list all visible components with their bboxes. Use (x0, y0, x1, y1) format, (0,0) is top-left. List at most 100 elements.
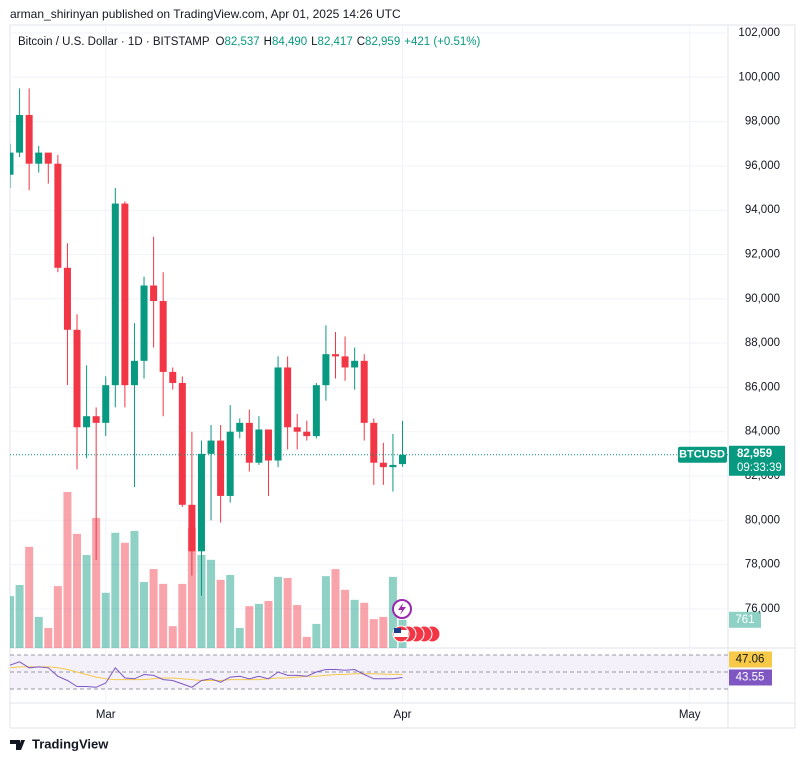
candle-body (360, 360, 368, 423)
candle-body (236, 422, 244, 432)
rsi-line (10, 666, 403, 681)
candle-body (63, 267, 71, 330)
volume-bar (360, 602, 369, 648)
volume-bar (293, 605, 302, 648)
volume-bar (101, 592, 110, 648)
y-tick-label: 84,000 (745, 426, 780, 438)
candle-body (264, 429, 272, 461)
candle-body (44, 152, 52, 164)
candle-body (341, 356, 349, 368)
price-badge (729, 445, 785, 476)
volume-bar (73, 533, 82, 648)
candle-body (54, 163, 62, 268)
volume-bar (63, 492, 72, 648)
rsi-line (10, 661, 403, 688)
volume-bar (283, 577, 292, 648)
rsi-value: 43.55 (736, 672, 765, 684)
candle-body (207, 440, 215, 454)
volume-bar (207, 559, 216, 648)
volume-bar (44, 627, 53, 648)
volume-bar (159, 583, 168, 648)
rsi-badge (729, 651, 772, 668)
candle-body (10, 152, 14, 175)
candle-body (197, 453, 205, 552)
volume-bar (25, 546, 34, 648)
volume-bar (15, 585, 24, 648)
candle-body (217, 440, 225, 496)
rsi-value: 47.06 (736, 654, 765, 666)
countdown: 09:33:39 (737, 462, 782, 474)
volume-bar (331, 569, 340, 648)
event-icons[interactable] (392, 599, 441, 643)
flag-stripe (394, 630, 408, 637)
volume-bar (130, 530, 139, 648)
candle-body (16, 114, 24, 153)
price-label: 82,959 (737, 448, 772, 460)
ohlc-value: 82,537 (224, 36, 259, 48)
candle-body (35, 152, 43, 164)
y-tick-label: 94,000 (745, 204, 780, 216)
x-tick-label: Apr (394, 709, 412, 721)
candle-body (284, 367, 292, 428)
candle-body (322, 354, 330, 386)
volume-bar (274, 576, 283, 648)
symbol-badge (678, 446, 727, 463)
x-tick-label: Mar (96, 709, 116, 721)
brand[interactable]: TradingView (10, 736, 109, 751)
volume-bar (321, 576, 330, 648)
y-tick-label: 76,000 (745, 603, 780, 615)
volume-bar (379, 616, 388, 648)
volume-bar (216, 579, 225, 648)
y-tick-label: 100,000 (738, 71, 780, 83)
symbol-title: Bitcoin / U.S. Dollar · 1D · BITSTAMP (18, 36, 210, 48)
ohlc-value: 84,490 (272, 36, 307, 48)
ohlc-value: 82,417 (318, 36, 353, 48)
volume-bar (111, 532, 120, 648)
publish-header: arman_shirinyan published on TradingView… (10, 7, 401, 21)
candle-body (379, 462, 387, 468)
volume-bar (245, 606, 254, 648)
volume-bar (82, 554, 91, 648)
volume-bar (53, 586, 62, 648)
volume-bar (120, 542, 129, 648)
candle-body (331, 354, 339, 357)
y-tick-label: 90,000 (745, 293, 780, 305)
candle-body (102, 385, 110, 423)
volume-bar (302, 636, 311, 648)
y-tick-label: 86,000 (745, 381, 780, 393)
candle-body (303, 431, 311, 437)
volume-bar (350, 599, 359, 648)
y-tick-label: 102,000 (738, 27, 780, 39)
x-tick-label: May (679, 709, 701, 721)
candle-body (274, 367, 282, 461)
candle-body (188, 504, 196, 552)
volume-bar (10, 596, 14, 648)
candle-body (312, 385, 320, 437)
candle-body (25, 114, 33, 164)
ohlc-key: O (216, 36, 225, 48)
candle-body (370, 422, 378, 463)
flag-canton (394, 628, 401, 633)
ohlc-key: H (264, 36, 272, 48)
y-tick-label: 88,000 (745, 337, 780, 349)
volume-badge (729, 611, 761, 628)
candle-body (73, 329, 81, 428)
symbol-label: BTCUSD (679, 449, 725, 461)
candle-body (83, 416, 91, 428)
candle-body (140, 285, 148, 361)
brand-text: TradingView (32, 736, 109, 751)
candle-body (255, 429, 263, 463)
candle-body (92, 416, 100, 423)
volume-bar (187, 527, 196, 648)
candle-body (351, 360, 359, 368)
lightning (398, 603, 406, 615)
volume-bar (149, 569, 158, 648)
brand-logo (10, 740, 25, 750)
volume-bar (226, 575, 235, 648)
candle-body (150, 285, 158, 302)
y-tick-label: 92,000 (745, 249, 780, 261)
volume-bar (178, 583, 187, 648)
candle-body (111, 203, 119, 386)
y-tick-label: 96,000 (745, 160, 780, 172)
candle-body (245, 422, 253, 463)
